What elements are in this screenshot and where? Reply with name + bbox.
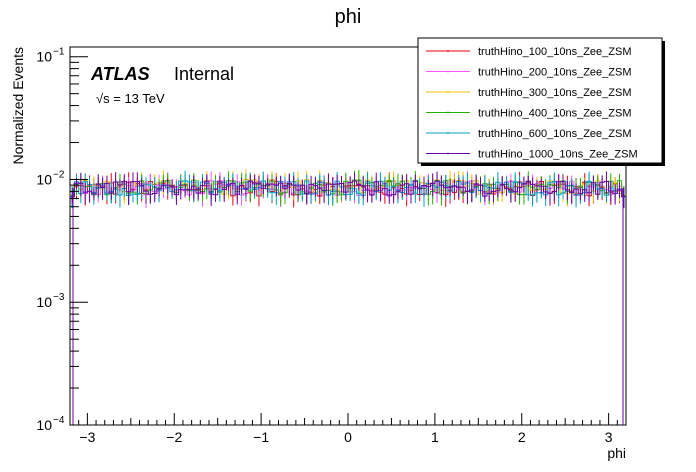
legend: truthHino_100_10ns_Zee_ZSM truthHino_200_… [417, 37, 665, 166]
x-tick-label: 2 [518, 429, 526, 445]
legend-label: truthHino_300_10ns_Zee_ZSM [478, 87, 631, 99]
y-tick-exponent: −3 [53, 292, 65, 303]
series-line [70, 180, 626, 197]
x-tick-label: −3 [79, 429, 95, 445]
x-tick-label: 1 [431, 429, 439, 445]
y-tick-label: 10 [36, 171, 52, 187]
atlas-label: ATLAS [90, 64, 150, 84]
legend-label: truthHino_200_10ns_Zee_ZSM [478, 67, 631, 79]
y-tick-label: 10 [36, 417, 52, 433]
legend-label: truthHino_600_10ns_Zee_ZSM [478, 128, 631, 140]
x-tick-label: −1 [253, 429, 269, 445]
y-tick-label: 10 [36, 49, 52, 65]
legend-entries: truthHino_100_10ns_Zee_ZSM truthHino_200_… [426, 46, 638, 161]
x-tick-label: 0 [344, 429, 352, 445]
legend-box [417, 37, 663, 164]
energy-label: √s = 13 TeV [96, 91, 165, 106]
legend-label: truthHino_400_10ns_Zee_ZSM [478, 108, 631, 120]
y-axis-label: Normalized Events [10, 47, 26, 165]
series-line [70, 180, 626, 198]
legend-label: truthHino_1000_10ns_Zee_ZSM [478, 149, 638, 161]
x-axis-label: phi [607, 445, 626, 461]
series-error-bars [71, 171, 625, 209]
x-tick-label: −2 [166, 429, 182, 445]
y-tick-exponent: −4 [53, 415, 65, 426]
x-axis-ticks: −3 −2 −1 0 1 2 3 [69, 413, 627, 445]
y-tick-label: 10 [36, 294, 52, 310]
y-axis-ticks: 10−410−310−210−1 [36, 47, 88, 433]
series-layer [70, 169, 626, 425]
legend-label: truthHino_100_10ns_Zee_ZSM [478, 46, 631, 58]
atlas-status-label: Internal [174, 64, 234, 84]
x-tick-label: 3 [605, 429, 613, 445]
y-tick-exponent: −1 [53, 47, 65, 58]
chart-title: phi [335, 6, 362, 28]
y-tick-exponent: −2 [53, 169, 65, 180]
